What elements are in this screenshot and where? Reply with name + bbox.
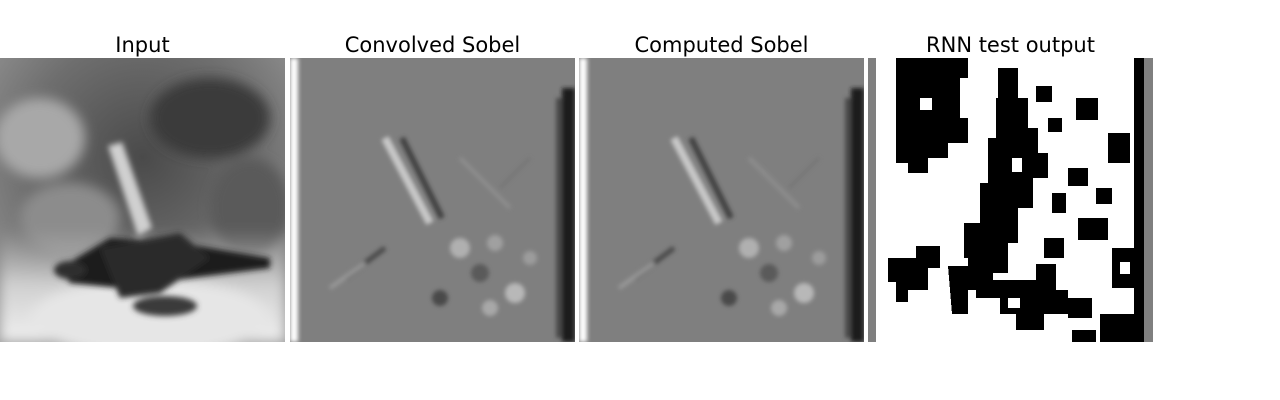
computed-sobel-image [579,58,864,342]
panel-title-rnn-output: RNN test output [926,33,1095,57]
convolved-sobel-panel [290,58,575,342]
panel-title-input: Input [115,33,170,57]
rnn-output-image [868,58,1153,342]
convolved-sobel-image [290,58,575,342]
computed-sobel-panel [579,58,864,342]
input-image-panel [0,58,285,342]
rnn-output-panel [868,58,1153,342]
panel-title-computed-sobel: Computed Sobel [634,33,809,57]
panel-title-convolved-sobel: Convolved Sobel [344,33,521,57]
input-image [0,58,285,342]
